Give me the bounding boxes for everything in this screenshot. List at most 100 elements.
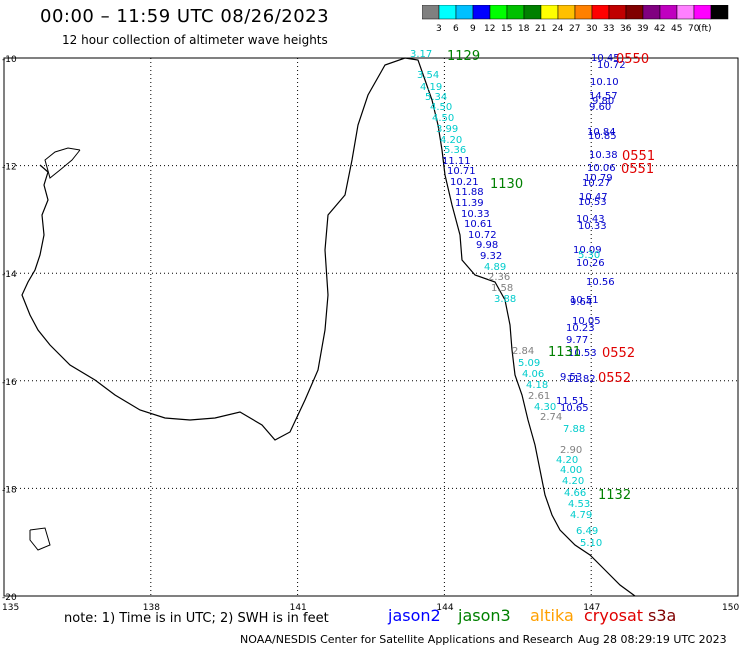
- observation-label: 5.36: [444, 145, 466, 156]
- lon-label: 141: [290, 603, 307, 613]
- observation-label: 10.71: [447, 166, 476, 177]
- track-id-label: 1132: [598, 488, 631, 503]
- observation-label: 10.72: [468, 230, 497, 241]
- track-id-label: 1131: [548, 345, 581, 360]
- map-subtitle: 12 hour collection of altimeter wave hei…: [62, 33, 328, 47]
- track-id-label: 1129: [447, 49, 480, 64]
- lat-label: -14: [2, 270, 17, 280]
- observation-label: 4.30: [534, 402, 556, 413]
- satellite-altika: altika: [530, 606, 574, 625]
- observation-label: 10.43: [576, 214, 605, 225]
- observation-label: 11.82: [567, 374, 596, 385]
- observation-label: 10.61: [464, 219, 493, 230]
- footer-note: note: 1) Time is in UTC; 2) SWH is in fe…: [64, 611, 329, 626]
- color-scale-legend: 3 6 9 12 15 18 21 24 27 30 33 36 39 42 45 70(ft): [422, 5, 729, 34]
- observation-label: 11.11: [442, 156, 471, 167]
- legend-label: 3: [436, 24, 442, 34]
- observation-label: 10.10: [590, 77, 619, 88]
- observation-label: 2.74: [540, 412, 562, 423]
- track-id-label: 0551: [621, 162, 654, 177]
- island-outline: [44, 147, 81, 179]
- legend-label: 24: [552, 24, 564, 34]
- lon-label: 150: [722, 603, 739, 613]
- track-id-label: 0552: [602, 346, 635, 361]
- observation-label: 10.33: [578, 221, 607, 232]
- lat-label: -20: [2, 593, 17, 603]
- observation-label: 5.10: [580, 538, 602, 549]
- track-id-label: 0552: [598, 371, 631, 386]
- observation-label: 10.09: [573, 245, 602, 256]
- generated-timestamp: Aug 28 08:29:19 UTC 2023: [578, 633, 727, 646]
- legend-swatch: [710, 5, 729, 20]
- observation-label: 9.80: [592, 96, 614, 107]
- lon-label: 144: [436, 603, 453, 613]
- satellite-s3a: s3a: [648, 606, 677, 625]
- lat-label: -18: [2, 485, 17, 495]
- observation-label: 3.99: [436, 124, 458, 135]
- observation-label: 10.72: [597, 60, 626, 71]
- observation-label: 4.18: [526, 380, 548, 391]
- observation-label: 10.56: [586, 277, 615, 288]
- observation-label: 10.06: [587, 163, 616, 174]
- satellite-jason3: jason3: [458, 606, 511, 625]
- observation-label: 11.39: [455, 198, 484, 209]
- observation-label: 3.88: [494, 294, 516, 305]
- observation-label: 4.53: [568, 499, 590, 510]
- observation-label: 10.53: [568, 348, 597, 359]
- observation-label: 4.79: [570, 510, 592, 521]
- observation-label: 10.05: [572, 316, 601, 327]
- track-id-label: 0550: [616, 52, 649, 67]
- observation-label: 4.50: [432, 113, 454, 124]
- observation-label: 10.53: [578, 197, 607, 208]
- observation-label: 14.57: [589, 91, 618, 102]
- observation-label: 10.26: [576, 258, 605, 269]
- observation-label: 10.38: [589, 150, 618, 161]
- legend-label: 12: [484, 24, 495, 34]
- observation-label: 10.33: [461, 209, 490, 220]
- map-frame: [3, 57, 739, 597]
- observation-label: 7.88: [563, 424, 585, 435]
- legend-label: 39: [637, 24, 649, 34]
- track-id-label: 1130: [490, 177, 523, 192]
- coastline: [21, 57, 636, 597]
- observation-label: 9.98: [476, 240, 498, 251]
- observation-label: 10.85: [588, 131, 617, 142]
- observation-label: 4.50: [430, 102, 452, 113]
- legend-label: (ft): [698, 24, 712, 34]
- lon-label: 147: [583, 603, 600, 613]
- legend-label: 45: [671, 24, 682, 34]
- map-title: 00:00 – 11:59 UTC 08/26/2023: [40, 6, 330, 27]
- lon-label: 138: [143, 603, 160, 613]
- lat-label: -16: [2, 378, 17, 388]
- observation-label: 10.45: [591, 53, 620, 64]
- observation-label: 6.49: [576, 526, 598, 537]
- lat-label: -10: [2, 55, 17, 65]
- observation-label: 9.32: [480, 251, 502, 262]
- observation-label: 4.89: [484, 262, 506, 273]
- legend-label: 9: [470, 24, 476, 34]
- observation-label: 10.84: [587, 127, 616, 138]
- observation-label: 9.77: [566, 335, 588, 346]
- observation-label: 11.51: [556, 396, 585, 407]
- observation-label: 10.21: [450, 177, 479, 188]
- observation-label: 5.34: [425, 92, 447, 103]
- observation-label: 5.09: [518, 358, 540, 369]
- satellite-cryosat: cryosat: [584, 606, 644, 625]
- observation-label: 10.65: [560, 403, 589, 414]
- legend-label: 36: [620, 24, 632, 34]
- observation-label: 4.66: [564, 488, 586, 499]
- legend-label: 18: [518, 24, 530, 34]
- observation-label: 11.88: [455, 187, 484, 198]
- observation-label: 9.53: [560, 372, 582, 383]
- observation-label: 5.30: [578, 250, 600, 261]
- legend-label: 6: [453, 24, 459, 34]
- observation-label: 4.20: [562, 476, 584, 487]
- observation-label: 4.19: [420, 82, 442, 93]
- observation-label: 9.64: [570, 297, 592, 308]
- observation-label: 9.60: [589, 102, 611, 113]
- observation-label: 3.54: [417, 70, 439, 81]
- lat-label: -12: [2, 163, 17, 173]
- observation-label: 1.58: [491, 283, 513, 294]
- legend-label: 27: [569, 24, 580, 34]
